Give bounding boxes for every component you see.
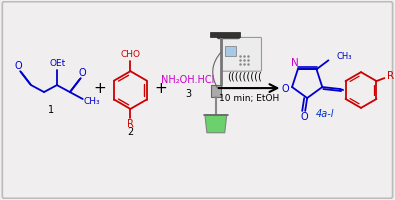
Text: CH₃: CH₃ (337, 52, 352, 61)
Text: +: + (93, 81, 106, 96)
Text: O: O (14, 61, 22, 71)
FancyBboxPatch shape (2, 2, 393, 198)
Text: 2: 2 (127, 127, 134, 137)
Text: 4a-l: 4a-l (316, 109, 334, 119)
Text: 3: 3 (185, 89, 191, 99)
Bar (210, 32, 240, 37)
Text: CHO: CHO (120, 50, 140, 59)
Text: O: O (300, 112, 308, 122)
Text: R: R (387, 71, 394, 81)
Text: +: + (155, 81, 167, 96)
Polygon shape (205, 115, 227, 133)
Text: O: O (79, 68, 87, 78)
Text: (((((((((: ((((((((( (227, 71, 261, 81)
Text: O: O (281, 84, 289, 94)
Text: OEt: OEt (50, 59, 66, 68)
Text: 1: 1 (48, 105, 54, 115)
FancyBboxPatch shape (222, 37, 261, 71)
FancyBboxPatch shape (225, 46, 236, 56)
Text: 10 min; EtOH: 10 min; EtOH (219, 94, 279, 103)
Text: CH₃: CH₃ (83, 97, 100, 106)
Text: R: R (127, 119, 134, 129)
Bar (211, 85, 221, 97)
Text: N: N (291, 58, 299, 68)
Text: NH₂OH.HCl: NH₂OH.HCl (161, 75, 215, 85)
